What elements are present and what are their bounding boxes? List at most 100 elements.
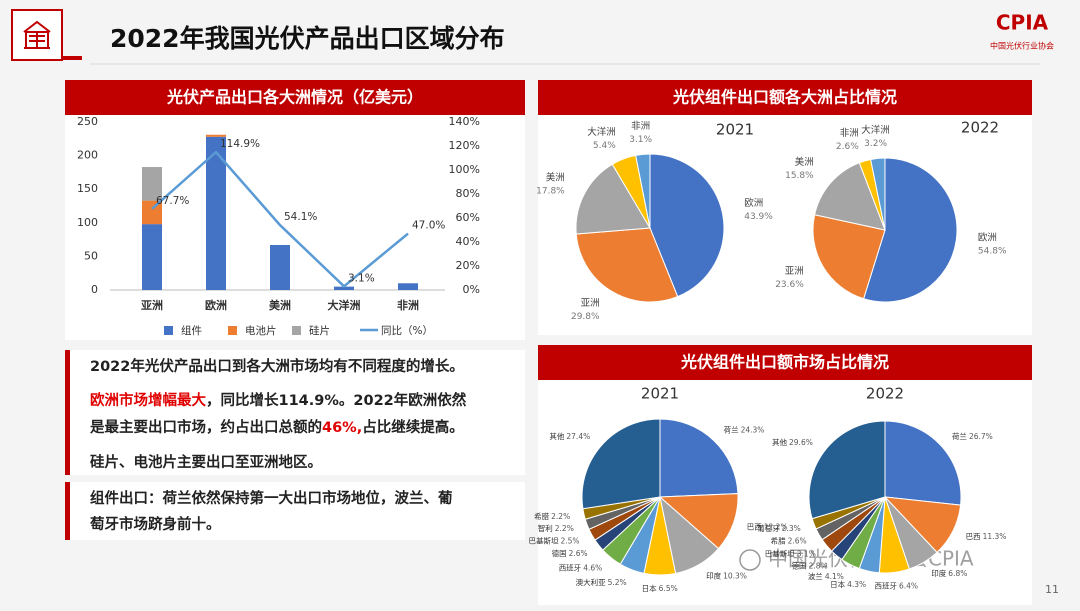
pie-category: 西班牙 <box>874 580 897 590</box>
pie-category: 波兰 <box>808 571 823 581</box>
pie-category: 日本 <box>642 583 657 593</box>
note-accent <box>65 350 70 475</box>
pie-slice <box>812 214 886 300</box>
line <box>151 150 409 288</box>
pie-category: 希腊 <box>771 535 786 545</box>
legend-label: 硅片 <box>309 324 330 337</box>
pie-title: 2021 <box>641 385 679 403</box>
pie-label: 巴西 11.3% <box>966 532 1007 541</box>
panel-title: 光伏产品出口各大洲情况（亿美元） <box>166 88 423 107</box>
logo: CPIA <box>996 11 1049 35</box>
panel <box>65 80 525 340</box>
pie-value: 4.6% <box>583 564 602 573</box>
pie-label: 西班牙 6.4% <box>874 580 918 590</box>
pie-slice <box>862 157 958 303</box>
x-tick-label: 亚洲 <box>141 299 163 312</box>
pie-value: 54.8% <box>978 247 1007 257</box>
pie-value: 11.3% <box>983 532 1007 541</box>
pie-value: 27.4% <box>566 432 590 441</box>
legend-label: 电池片 <box>245 324 277 337</box>
pie-category: 印度 <box>931 568 946 578</box>
y-tick-label: 150 <box>77 182 98 195</box>
note-text: 组件出口：荷兰依然保持第一大出口市场地位，波兰、葡 <box>90 489 453 507</box>
data-label: 47.0% <box>412 220 445 232</box>
pie-category: 大洋洲 <box>861 124 890 136</box>
y2-tick-label: 20% <box>456 259 480 272</box>
data-label: 3.1% <box>348 272 375 284</box>
y2-tick-label: 100% <box>449 163 480 176</box>
bar <box>142 167 162 201</box>
pie-label: 巴基斯坦 3.1% <box>765 549 816 559</box>
note-text: 萄牙市场跻身前十。 <box>90 515 221 533</box>
bar <box>270 244 290 290</box>
pie-slice <box>814 162 886 231</box>
pie-category: 荷兰 <box>952 431 967 441</box>
pie-slice <box>635 153 651 229</box>
pie-category: 非洲 <box>840 127 859 139</box>
pie-category: 其他 <box>549 431 564 441</box>
pie-label: 印度 10.3% <box>706 571 747 581</box>
y2-tick-label: 60% <box>456 211 480 224</box>
pie-category: 欧洲 <box>744 197 763 209</box>
pie-category: 日本 <box>830 579 845 589</box>
panel-header <box>538 80 1032 115</box>
pie-category: 西班牙 <box>559 563 582 573</box>
bar <box>206 136 226 290</box>
pie-value: 5.2% <box>608 578 627 587</box>
pie-slice <box>659 418 739 498</box>
x-tick-label: 非洲 <box>397 298 419 312</box>
pie-category: 希腊 <box>534 511 549 521</box>
note-text: 46%, <box>322 420 362 436</box>
pie-label: 波兰 4.1% <box>808 571 844 581</box>
page-number: 11 <box>1045 583 1059 596</box>
pie-value: 2.6% <box>836 142 859 152</box>
pie-category: 荷兰 <box>724 425 739 435</box>
pie-label: 其他 29.6% <box>772 437 813 447</box>
pie-label: 巴基斯坦 2.5% <box>528 536 579 546</box>
pie-category: 巴基斯坦 <box>528 536 558 546</box>
icon-accent <box>62 56 82 60</box>
pie-value: 6.4% <box>899 581 918 590</box>
panel-header <box>538 345 1032 380</box>
pie-value: 17.8% <box>536 186 565 196</box>
pie-value: 2.2% <box>555 524 574 533</box>
pie-label: 其他 27.4% <box>549 431 590 441</box>
pie-label: 葡萄牙 2.3% <box>757 523 801 533</box>
pie-category: 智利 <box>538 523 553 533</box>
logo-subtitle: 中国光伏行业协会 <box>990 41 1054 51</box>
data-label: 54.1% <box>284 211 317 223</box>
pie-label: 日本 6.5% <box>642 583 678 593</box>
note-text: 2022年光伏产品出口到各大洲市场均有不同程度的增长。 <box>90 357 464 375</box>
pie-category: 其他 <box>772 437 787 447</box>
pie-label: 日本 4.3% <box>830 579 866 589</box>
pie-slice <box>649 153 725 298</box>
pie-category: 德国 <box>792 560 807 570</box>
pie-value: 6.5% <box>659 584 678 593</box>
y2-tick-label: 120% <box>449 139 480 152</box>
pie-category: 非洲 <box>631 120 650 132</box>
pie-value: 2.5% <box>560 537 579 546</box>
pie-value: 15.8% <box>785 171 814 181</box>
legend-swatch <box>292 326 301 335</box>
pie-title: 2022 <box>961 119 999 137</box>
note-line: 是最主要出口市场，约占出口总额的46%,占比继续提高。 <box>89 418 464 436</box>
pie-category: 巴西 <box>747 523 762 532</box>
pie-label: 智利 2.2% <box>538 523 574 533</box>
pie-category: 葡萄牙 <box>757 523 780 533</box>
pie-value: 43.9% <box>744 212 773 222</box>
pie-category: 巴基斯坦 <box>765 549 795 559</box>
pie-label: 巴西 12.2% <box>747 523 788 532</box>
note-accent <box>65 482 70 540</box>
pie-value: 24.3% <box>741 426 765 435</box>
note-text: ，同比增长114.9%。2022年欧洲依然 <box>206 391 467 409</box>
pie-category: 德国 <box>552 548 567 558</box>
y2-tick-label: 40% <box>456 235 480 248</box>
pie-label: 希腊 2.6% <box>771 535 807 545</box>
pie-category: 美洲 <box>795 156 814 168</box>
pie-label: 印度 6.8% <box>931 568 967 578</box>
watermark-icon <box>739 549 761 571</box>
y-tick-label: 100 <box>77 216 98 229</box>
panel-title: 光伏组件出口额市场占比情况 <box>680 353 889 372</box>
note-text: 占比继续提高。 <box>362 418 464 436</box>
pie-value: 6.8% <box>948 569 967 578</box>
